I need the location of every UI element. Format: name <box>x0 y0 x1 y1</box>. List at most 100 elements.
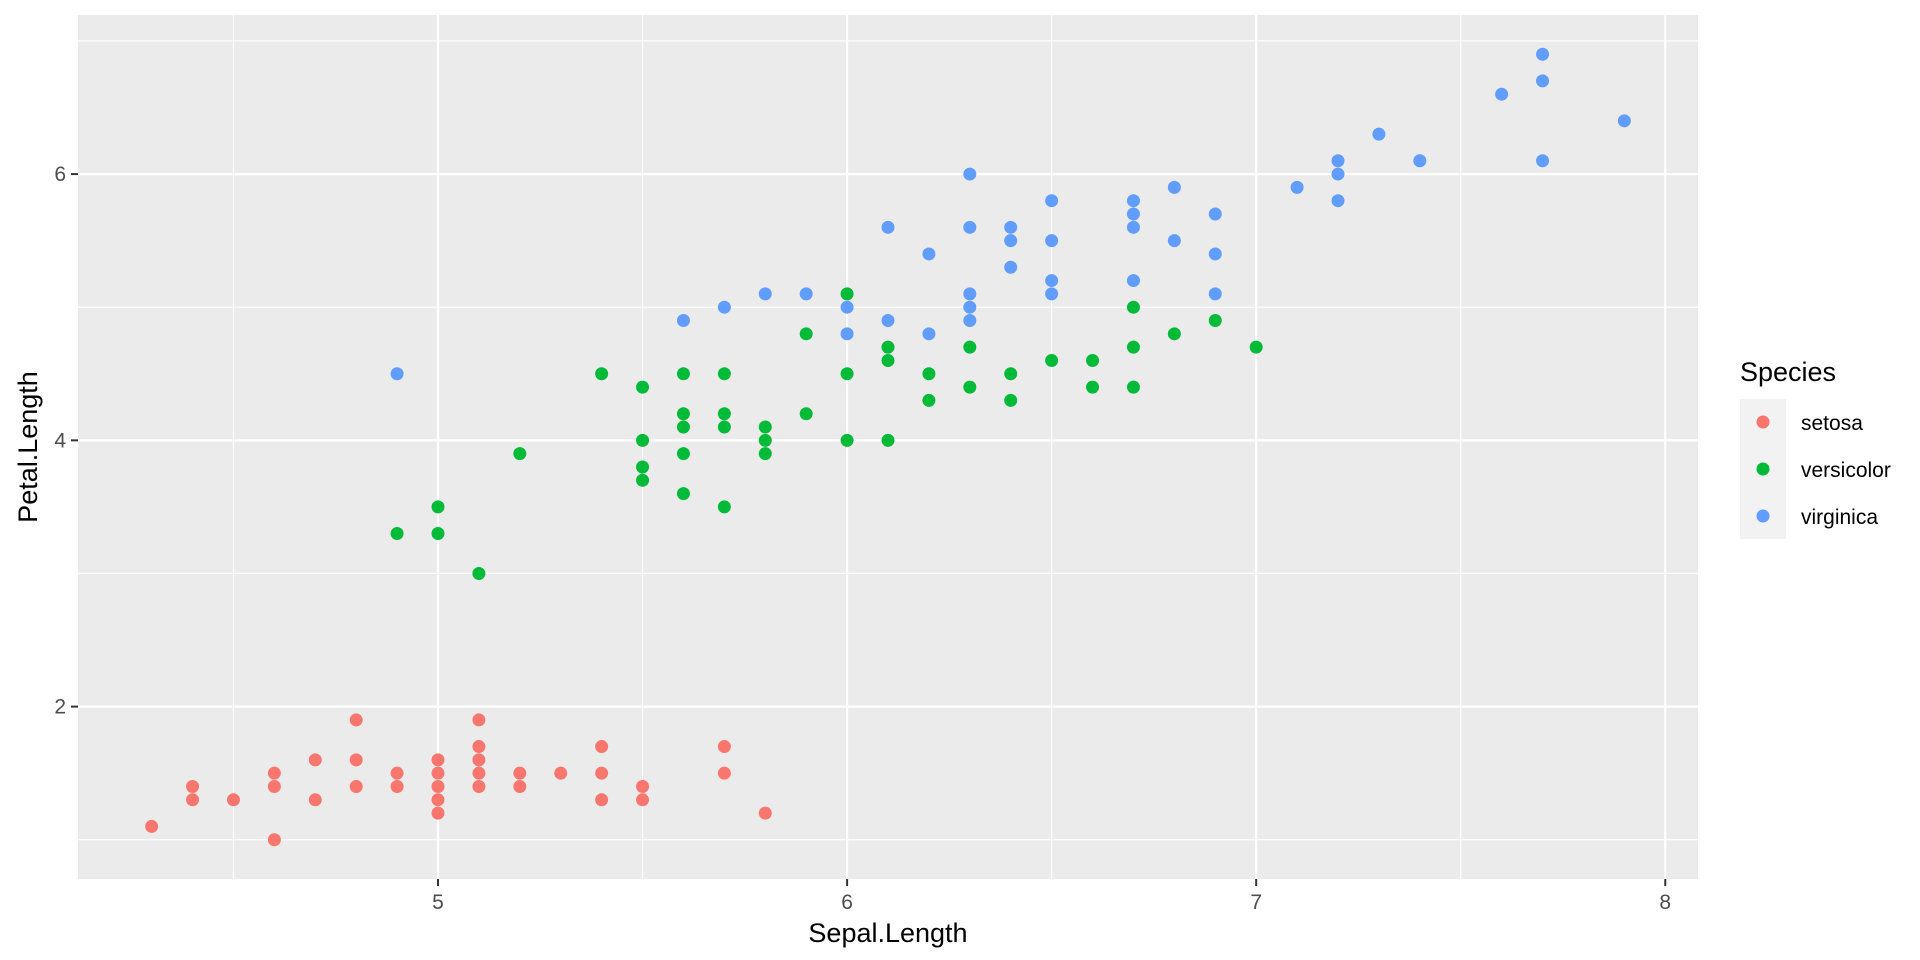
point-versicolor <box>1086 380 1100 394</box>
point-setosa <box>267 766 281 780</box>
point-versicolor <box>799 327 813 341</box>
point-virginica <box>1167 180 1181 194</box>
point-versicolor <box>1086 353 1100 367</box>
point-setosa <box>308 753 322 767</box>
legend-label-virginica: virginica <box>1801 506 1878 529</box>
point-setosa <box>717 766 731 780</box>
point-versicolor <box>758 420 772 434</box>
point-virginica <box>1536 74 1550 88</box>
point-setosa <box>717 740 731 754</box>
point-setosa <box>554 766 568 780</box>
point-versicolor <box>840 287 854 301</box>
point-virginica <box>1536 47 1550 61</box>
point-virginica <box>922 327 936 341</box>
point-versicolor <box>758 433 772 447</box>
point-versicolor <box>840 433 854 447</box>
point-versicolor <box>676 447 690 461</box>
point-versicolor <box>840 367 854 381</box>
point-virginica <box>840 327 854 341</box>
point-virginica <box>1536 154 1550 168</box>
point-virginica <box>1045 274 1059 288</box>
point-virginica <box>1290 180 1304 194</box>
point-setosa <box>513 766 527 780</box>
point-virginica <box>676 314 690 328</box>
point-versicolor <box>922 393 936 407</box>
point-versicolor <box>717 500 731 514</box>
point-versicolor <box>963 380 977 394</box>
point-virginica <box>1045 234 1059 248</box>
point-versicolor <box>1167 327 1181 341</box>
legend: Species setosa versicolor virginica <box>1740 357 1891 539</box>
point-virginica <box>963 220 977 234</box>
legend-title: Species <box>1740 357 1836 387</box>
point-virginica <box>1331 154 1345 168</box>
point-virginica <box>1372 127 1386 141</box>
point-setosa <box>390 779 404 793</box>
point-virginica <box>922 247 936 261</box>
point-setosa <box>349 713 363 727</box>
point-versicolor <box>1004 393 1018 407</box>
point-setosa <box>636 793 650 807</box>
y-tick-label: 4 <box>54 429 66 452</box>
legend-key-virginica <box>1756 509 1770 523</box>
point-virginica <box>881 220 895 234</box>
point-versicolor <box>717 367 731 381</box>
point-setosa <box>636 779 650 793</box>
x-tick-label: 8 <box>1659 891 1671 914</box>
point-versicolor <box>513 447 527 461</box>
legend-label-versicolor: versicolor <box>1801 459 1891 482</box>
point-setosa <box>431 779 445 793</box>
point-virginica <box>881 314 895 328</box>
point-versicolor <box>676 407 690 421</box>
point-virginica <box>1208 207 1222 221</box>
legend-label-setosa: setosa <box>1801 412 1863 435</box>
point-virginica <box>1004 260 1018 274</box>
point-versicolor <box>431 500 445 514</box>
point-versicolor <box>922 367 936 381</box>
legend-items: setosa versicolor virginica <box>1756 412 1891 529</box>
point-setosa <box>226 793 240 807</box>
point-versicolor <box>1126 380 1140 394</box>
point-setosa <box>595 740 609 754</box>
point-setosa <box>431 793 445 807</box>
point-virginica <box>1126 207 1140 221</box>
point-setosa <box>308 793 322 807</box>
point-setosa <box>595 766 609 780</box>
point-versicolor <box>1004 367 1018 381</box>
x-tick-label: 7 <box>1250 891 1262 914</box>
point-versicolor <box>676 367 690 381</box>
point-setosa <box>472 713 486 727</box>
point-versicolor <box>676 420 690 434</box>
point-versicolor <box>431 527 445 541</box>
point-virginica <box>1331 194 1345 208</box>
point-versicolor <box>881 433 895 447</box>
point-versicolor <box>1045 353 1059 367</box>
x-tick-label: 5 <box>432 891 444 914</box>
point-virginica <box>1167 234 1181 248</box>
point-virginica <box>963 167 977 181</box>
point-versicolor <box>636 473 650 487</box>
point-setosa <box>186 779 200 793</box>
point-setosa <box>431 753 445 767</box>
point-versicolor <box>1249 340 1263 354</box>
y-axis-title: Petal.Length <box>13 371 43 523</box>
point-virginica <box>1045 287 1059 301</box>
x-tick-label: 6 <box>841 891 853 914</box>
point-virginica <box>758 287 772 301</box>
point-versicolor <box>472 566 486 580</box>
point-versicolor <box>1126 340 1140 354</box>
point-virginica <box>1126 274 1140 288</box>
point-virginica <box>1208 247 1222 261</box>
point-setosa <box>431 766 445 780</box>
point-setosa <box>186 793 200 807</box>
point-virginica <box>963 300 977 314</box>
point-versicolor <box>636 433 650 447</box>
point-virginica <box>1495 87 1509 101</box>
point-versicolor <box>881 340 895 354</box>
point-virginica <box>1413 154 1427 168</box>
point-virginica <box>1331 167 1345 181</box>
legend-key-setosa <box>1756 415 1770 429</box>
x-axis-title: Sepal.Length <box>808 918 967 948</box>
point-setosa <box>349 753 363 767</box>
